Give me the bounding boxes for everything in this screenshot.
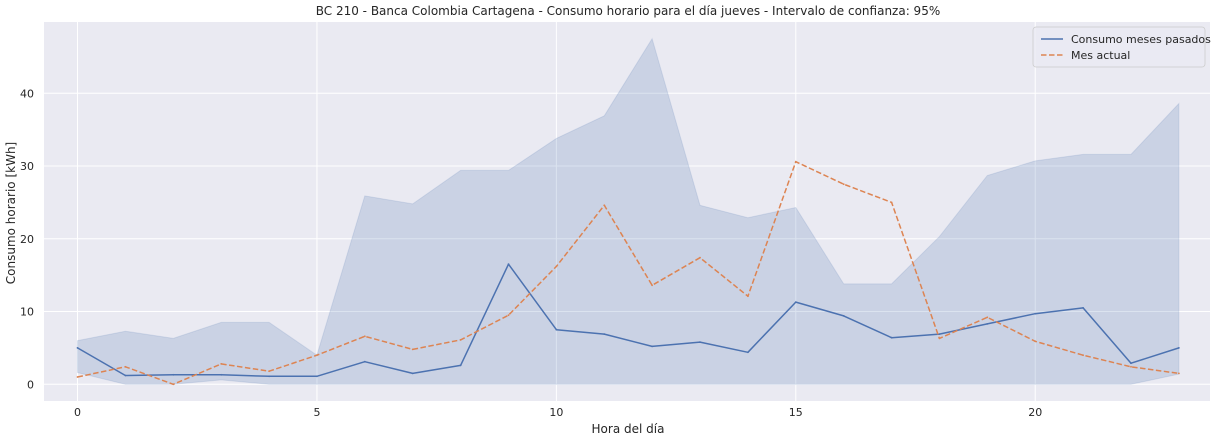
data-point <box>1082 354 1084 357</box>
data-point <box>1178 347 1180 349</box>
x-tick-label: 10 <box>549 406 563 419</box>
chart-title: BC 210 - Banca Colombia Cartagena - Cons… <box>316 4 940 18</box>
data-point <box>76 376 79 378</box>
data-point <box>603 204 606 207</box>
plot-area <box>44 22 1210 401</box>
legend-entry: Mes actual <box>1071 49 1130 62</box>
x-tick-label: 20 <box>1028 406 1042 419</box>
series-lines <box>76 160 1180 386</box>
data-point <box>842 183 845 186</box>
data-point <box>890 336 893 339</box>
data-point <box>986 323 989 325</box>
data-point <box>794 160 797 163</box>
x-tick-label: 5 <box>313 406 320 419</box>
data-point <box>172 383 175 386</box>
legend: Consumo meses pasados Mes actual <box>1032 26 1211 68</box>
x-axis-label: Hora del día <box>592 422 665 436</box>
data-point <box>938 333 941 335</box>
data-point <box>651 284 653 287</box>
data-point <box>507 314 510 317</box>
data-point <box>699 341 701 343</box>
data-point <box>651 345 653 348</box>
data-point <box>76 347 79 349</box>
data-point <box>986 316 989 319</box>
y-axis-ticks: 0 10 20 30 40 <box>20 87 34 391</box>
data-point <box>459 339 462 341</box>
data-point <box>699 256 701 259</box>
data-point <box>1034 312 1037 315</box>
series-line-2 <box>77 160 1180 386</box>
y-tick-label: 30 <box>20 160 34 173</box>
data-point <box>316 375 318 378</box>
x-tick-label: 15 <box>789 406 803 419</box>
x-tick-label: 0 <box>74 406 81 419</box>
data-point <box>411 372 414 375</box>
series-line-1 <box>77 263 1180 378</box>
data-point <box>411 348 414 351</box>
data-point <box>1130 362 1132 365</box>
data-point <box>1178 372 1180 375</box>
y-tick-label: 20 <box>20 233 34 246</box>
data-point <box>1034 340 1037 343</box>
data-point <box>842 315 845 317</box>
x-axis-ticks: 0 5 10 15 20 <box>74 406 1042 419</box>
data-point <box>124 374 127 377</box>
data-point <box>794 301 797 303</box>
legend-entry: Consumo meses pasados <box>1071 33 1211 46</box>
data-point <box>747 351 749 354</box>
data-point <box>555 265 558 268</box>
legend-box <box>1032 26 1206 68</box>
data-point <box>268 375 270 378</box>
data-point <box>316 354 318 357</box>
data-point <box>507 263 510 266</box>
data-point <box>603 333 606 335</box>
data-point <box>172 373 175 376</box>
y-tick-label: 40 <box>20 87 34 100</box>
data-point <box>268 370 270 373</box>
data-point <box>363 360 366 363</box>
data-point <box>938 337 941 340</box>
data-point <box>747 295 749 298</box>
data-point <box>459 364 462 367</box>
y-tick-label: 0 <box>27 378 34 391</box>
data-point <box>555 328 558 331</box>
data-point <box>1082 307 1084 309</box>
data-point <box>890 201 893 204</box>
data-point <box>1130 365 1132 368</box>
grid-lines <box>44 22 1210 401</box>
data-point <box>220 373 223 376</box>
y-tick-label: 10 <box>20 306 34 319</box>
data-point <box>124 365 127 368</box>
y-axis-label: Consumo horario [kWh] <box>4 142 18 284</box>
data-point <box>363 335 366 338</box>
data-point <box>220 363 223 365</box>
